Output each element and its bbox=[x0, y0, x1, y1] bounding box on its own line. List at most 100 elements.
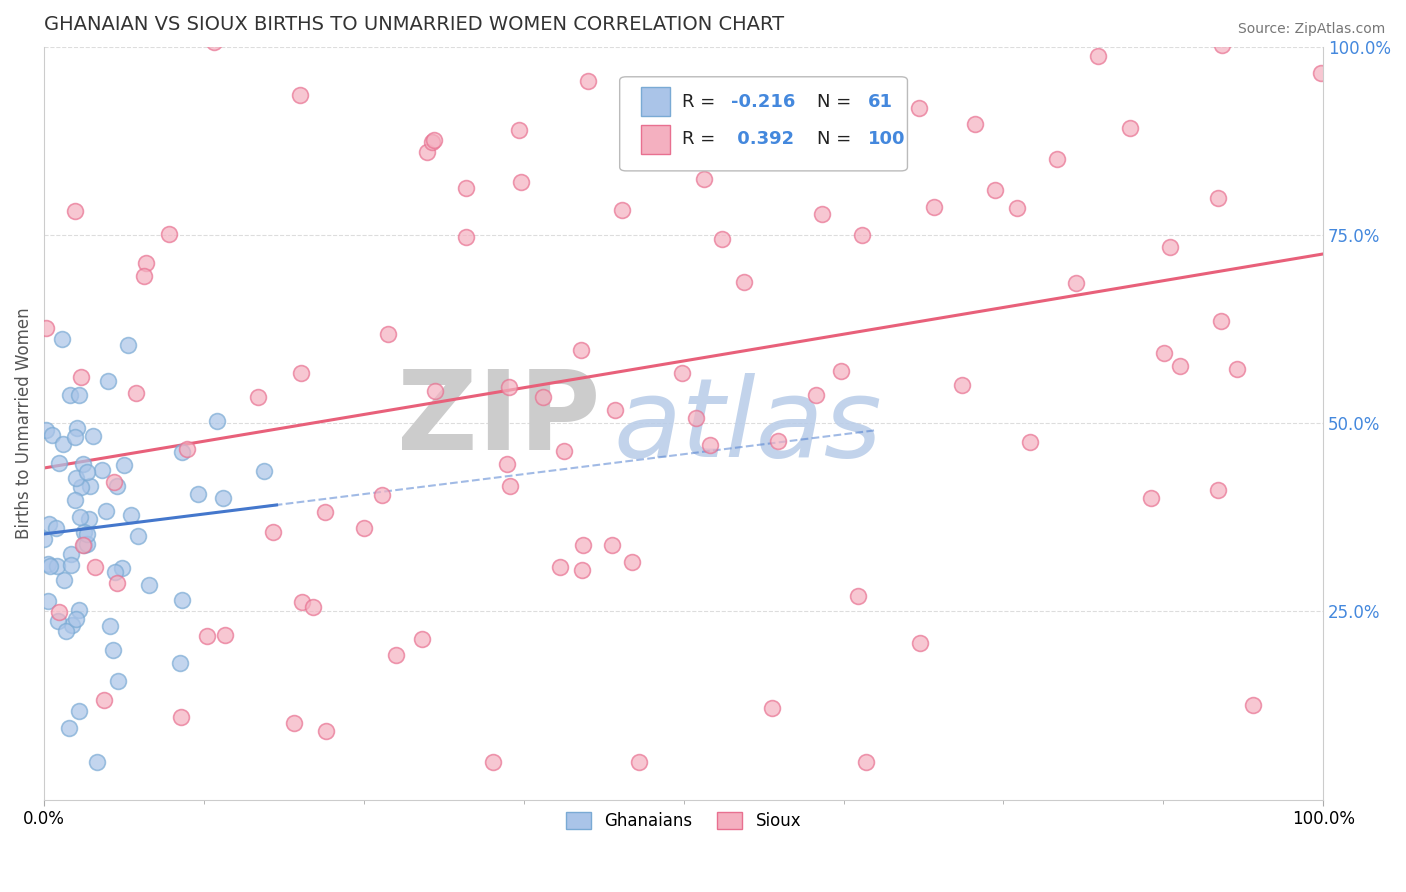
Point bbox=[950, 377, 973, 392]
Point bbox=[120, 508, 142, 522]
Point bbox=[138, 577, 160, 591]
Point bbox=[499, 478, 522, 492]
Point bbox=[176, 442, 198, 456]
Point bbox=[67, 704, 90, 718]
Point bbox=[371, 488, 394, 502]
Point bbox=[495, 457, 517, 471]
Point bbox=[766, 434, 789, 448]
Point bbox=[508, 123, 530, 137]
Point bbox=[1019, 435, 1042, 450]
Point bbox=[48, 605, 70, 619]
Point bbox=[117, 338, 139, 352]
Point bbox=[72, 457, 94, 471]
Point bbox=[553, 443, 575, 458]
Point bbox=[855, 755, 877, 769]
Point bbox=[76, 537, 98, 551]
Point bbox=[353, 521, 375, 535]
Point bbox=[93, 693, 115, 707]
Point bbox=[127, 528, 149, 542]
Point bbox=[52, 573, 75, 587]
Point bbox=[46, 615, 69, 629]
Point bbox=[97, 375, 120, 389]
Point bbox=[262, 525, 284, 540]
Point bbox=[37, 594, 59, 608]
Point bbox=[425, 384, 447, 399]
Point bbox=[1211, 37, 1233, 52]
Text: atlas: atlas bbox=[613, 374, 882, 481]
Point bbox=[34, 424, 56, 438]
Point bbox=[1153, 346, 1175, 360]
Text: 61: 61 bbox=[868, 93, 893, 111]
Point bbox=[58, 722, 80, 736]
Text: -0.216: -0.216 bbox=[731, 93, 796, 111]
Point bbox=[627, 755, 650, 769]
Point bbox=[482, 755, 505, 769]
Point bbox=[59, 547, 82, 561]
Text: ZIP: ZIP bbox=[396, 366, 600, 473]
Point bbox=[51, 331, 73, 345]
Point bbox=[830, 364, 852, 378]
Point bbox=[291, 595, 314, 609]
Point bbox=[76, 526, 98, 541]
Point bbox=[205, 414, 228, 428]
Point bbox=[569, 343, 592, 357]
Point bbox=[107, 673, 129, 688]
Point bbox=[91, 462, 114, 476]
FancyBboxPatch shape bbox=[620, 77, 907, 171]
Point bbox=[385, 648, 408, 662]
Point bbox=[721, 120, 744, 134]
Text: 100: 100 bbox=[868, 130, 905, 148]
Point bbox=[963, 117, 986, 131]
Point bbox=[1119, 120, 1142, 135]
Point bbox=[77, 512, 100, 526]
Point bbox=[600, 538, 623, 552]
Point bbox=[454, 180, 477, 194]
Point bbox=[214, 627, 236, 641]
Point bbox=[101, 643, 124, 657]
Point bbox=[69, 388, 91, 402]
Point bbox=[533, 390, 555, 404]
Point bbox=[1310, 66, 1333, 80]
Point bbox=[548, 560, 571, 574]
Point bbox=[212, 491, 235, 505]
Point bbox=[498, 380, 520, 394]
Point bbox=[104, 565, 127, 579]
Point bbox=[83, 560, 105, 574]
Point bbox=[1066, 277, 1088, 291]
Point bbox=[63, 203, 86, 218]
Point bbox=[98, 619, 121, 633]
Point bbox=[79, 479, 101, 493]
Point bbox=[103, 475, 125, 490]
Point bbox=[699, 438, 721, 452]
Point bbox=[169, 656, 191, 670]
Point bbox=[571, 562, 593, 576]
Point bbox=[692, 171, 714, 186]
Point bbox=[1206, 483, 1229, 498]
Point bbox=[851, 228, 873, 243]
Point bbox=[35, 320, 58, 334]
Point bbox=[761, 701, 783, 715]
Point bbox=[170, 710, 193, 724]
Point bbox=[422, 135, 444, 149]
Point bbox=[1005, 201, 1028, 215]
Point bbox=[38, 559, 60, 574]
Point bbox=[671, 366, 693, 380]
Point bbox=[65, 470, 87, 484]
Point bbox=[63, 492, 86, 507]
Point bbox=[253, 464, 276, 478]
Point bbox=[112, 458, 135, 473]
Text: R =: R = bbox=[682, 130, 721, 148]
Point bbox=[810, 207, 832, 221]
Point bbox=[172, 593, 194, 607]
Point bbox=[603, 403, 626, 417]
Point bbox=[1168, 359, 1191, 374]
Point bbox=[1046, 153, 1069, 167]
Point bbox=[620, 555, 643, 569]
Point bbox=[1241, 698, 1264, 713]
Point bbox=[105, 479, 128, 493]
Point bbox=[711, 231, 734, 245]
Text: N =: N = bbox=[817, 130, 856, 148]
Point bbox=[509, 175, 531, 189]
Point bbox=[76, 465, 98, 479]
Y-axis label: Births to Unmarried Women: Births to Unmarried Women bbox=[15, 307, 32, 539]
